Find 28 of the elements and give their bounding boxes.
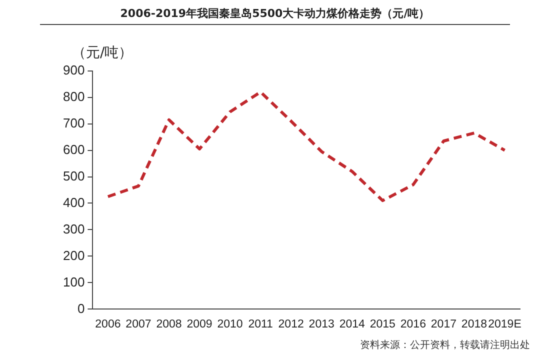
y-tick-label: 900 — [62, 62, 85, 78]
x-tick-label: 2017 — [430, 318, 456, 330]
y-axis-title: （元/吨） — [72, 44, 133, 62]
x-tick-label: 2013 — [308, 318, 334, 330]
x-tick-label: 2007 — [126, 318, 152, 330]
x-tick-label: 2014 — [339, 318, 366, 330]
y-tick-label: 500 — [62, 168, 85, 184]
y-tick-label: 700 — [62, 115, 85, 130]
y-tick-label: 300 — [62, 221, 85, 236]
y-tick-label: 100 — [62, 274, 85, 290]
x-tick-label: 2015 — [370, 318, 396, 330]
y-tick-label: 800 — [62, 88, 85, 104]
line-series — [106, 90, 506, 202]
x-tick-label: 2012 — [278, 318, 304, 330]
y-tick-label: 0 — [77, 300, 85, 316]
x-tick-label: 2019E — [488, 318, 522, 330]
x-tick-label: 2010 — [217, 318, 243, 330]
chart-title: 2006-2019年我国秦皇岛5500大卡动力煤价格走势（元/吨） — [119, 6, 431, 21]
text: 资料来源：公开资料，转载请注明出处 — [360, 338, 530, 352]
x-tick-label: 2008 — [156, 318, 182, 330]
y-tick-label: 200 — [62, 248, 85, 263]
x-tick-label: 2011 — [248, 318, 273, 330]
x-tick-label: 2016 — [400, 318, 426, 330]
x-tick-label: 2018 — [461, 318, 488, 330]
x-tick-label: 2009 — [186, 318, 212, 330]
y-tick-label: 600 — [62, 142, 85, 157]
y-tick-label: 400 — [62, 194, 85, 210]
x-tick-label: 2006 — [95, 318, 121, 330]
